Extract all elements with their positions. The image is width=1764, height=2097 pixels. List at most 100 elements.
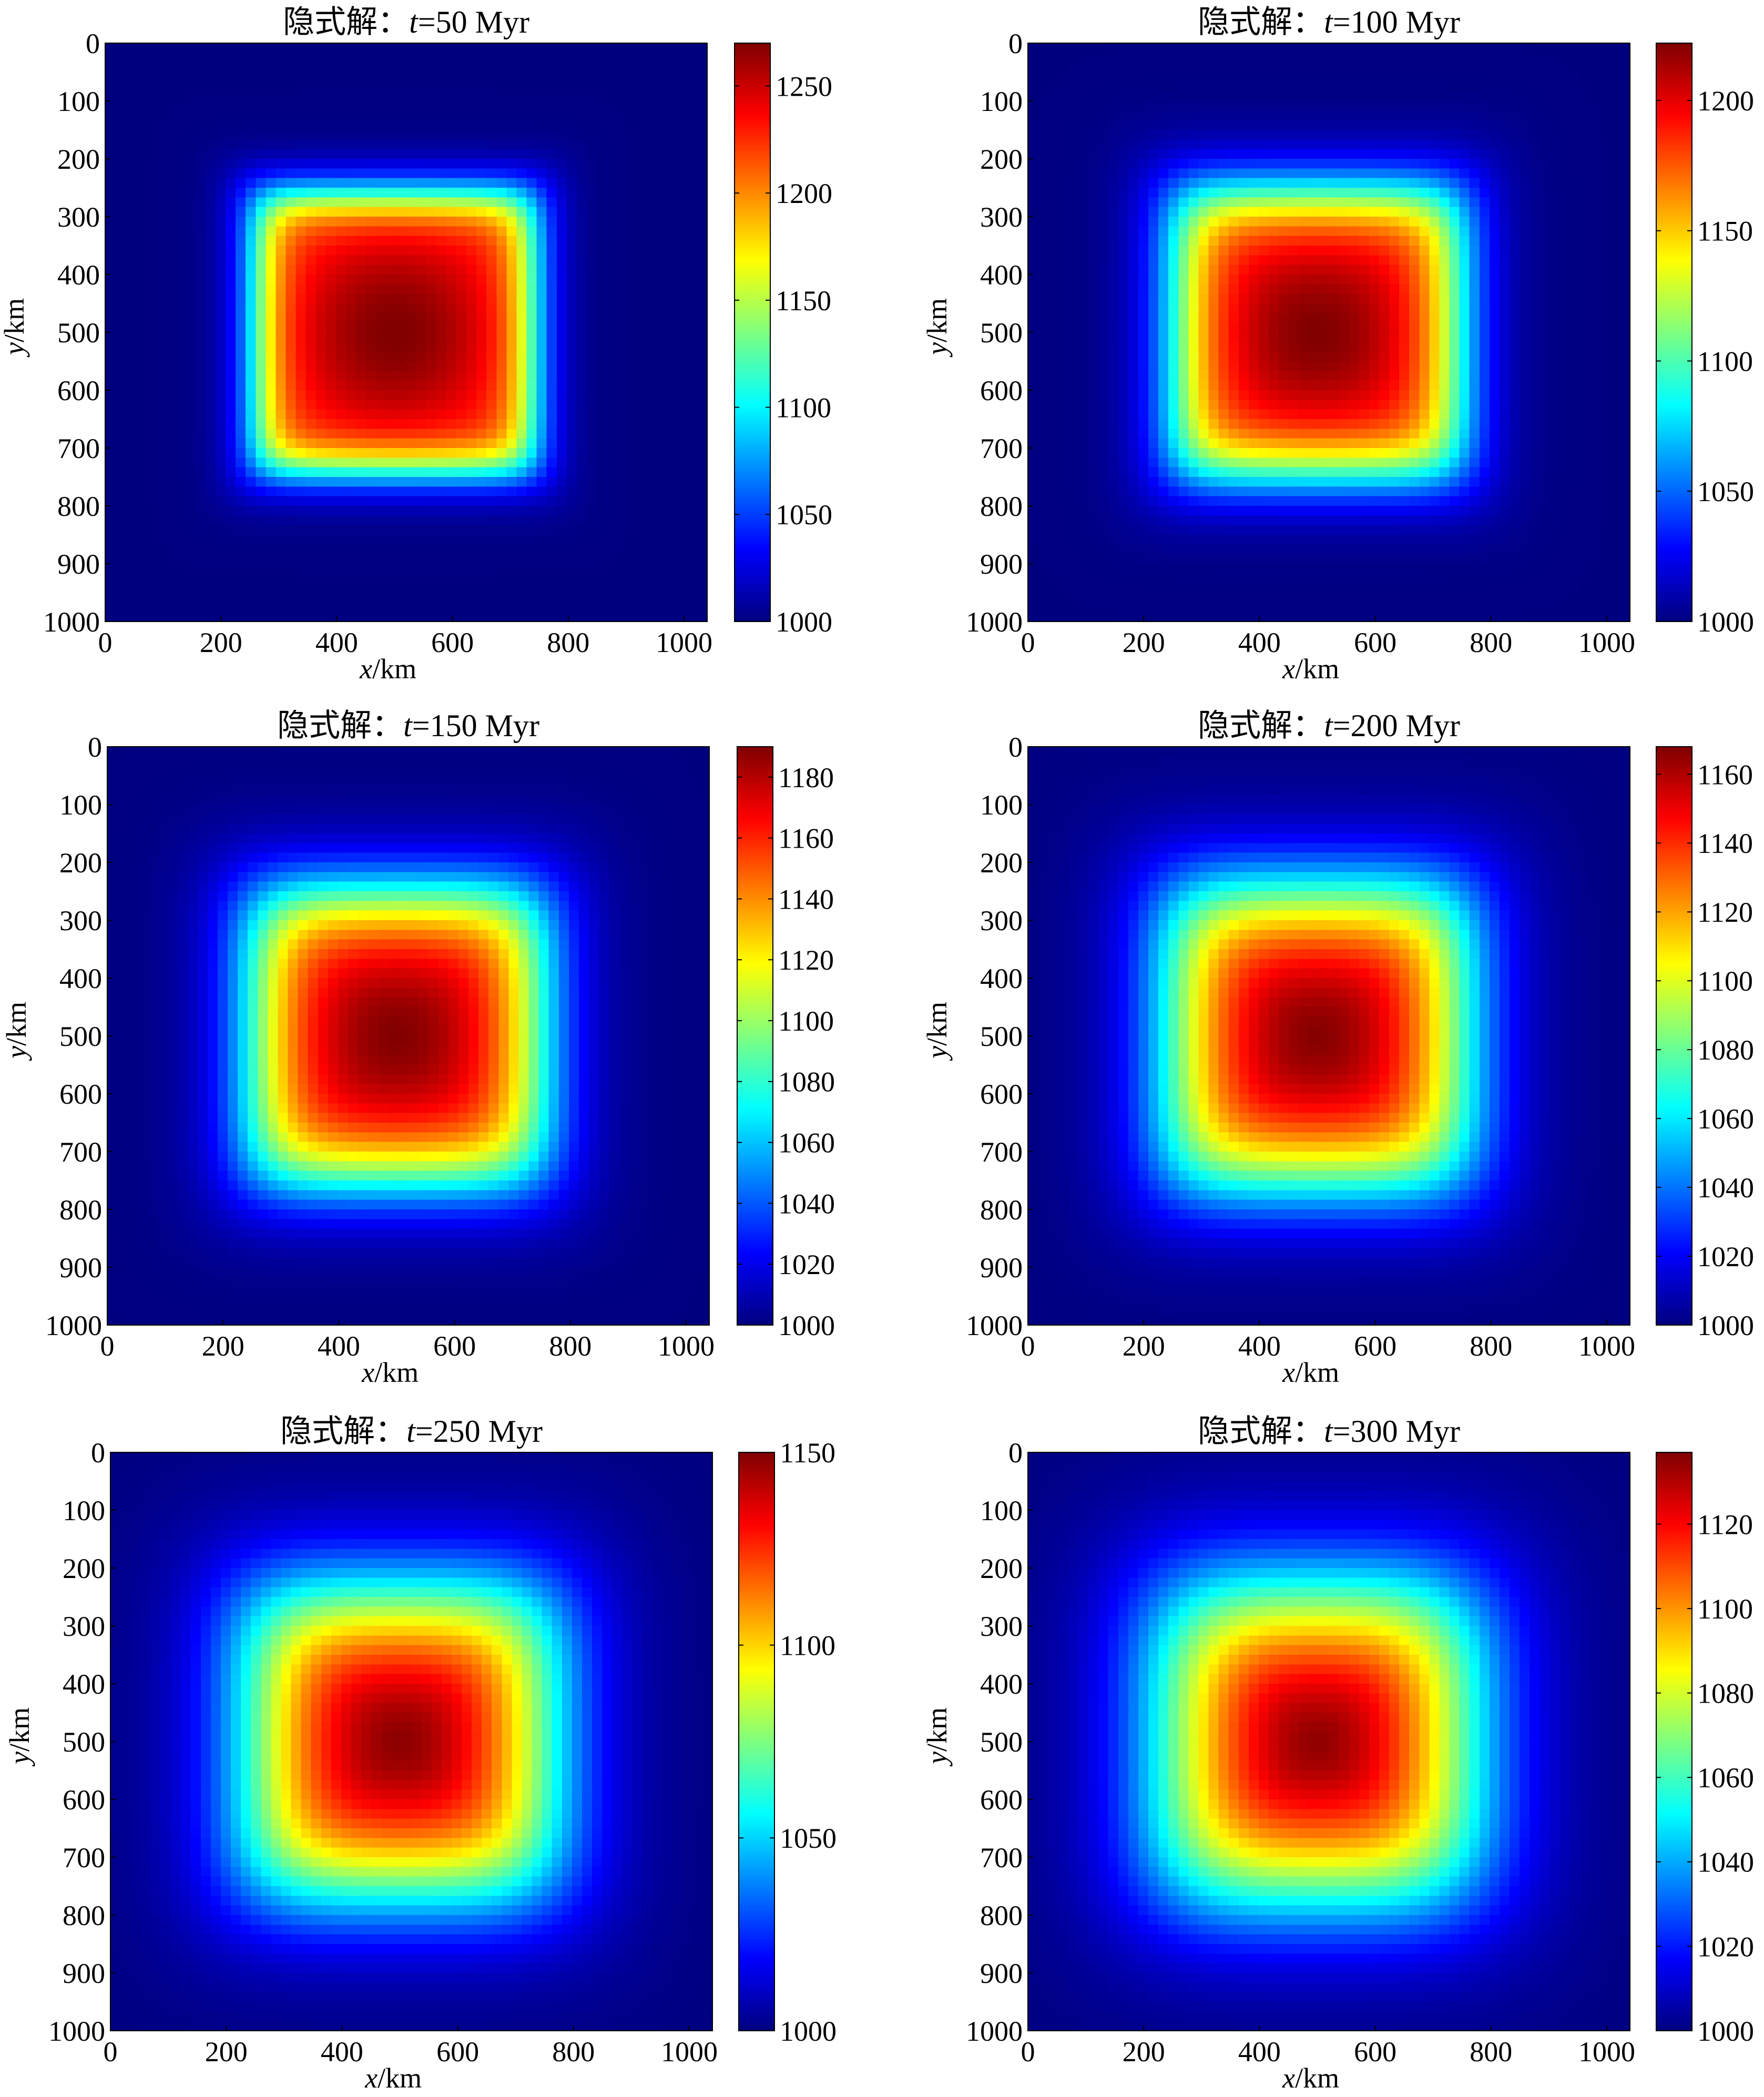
heatmap-cell — [1299, 130, 1309, 140]
heatmap-cell — [135, 381, 146, 391]
heatmap-cell — [547, 496, 557, 506]
heatmap-cell — [115, 255, 126, 265]
heatmap-cell — [506, 63, 517, 73]
heatmap-cell — [677, 419, 688, 429]
heatmap-cell — [316, 371, 327, 381]
heatmap-cell — [336, 371, 346, 381]
heatmap-cell — [115, 294, 126, 304]
heatmap-cell — [1419, 207, 1430, 217]
heatmap-cell — [366, 130, 376, 140]
heatmap-cell — [1530, 72, 1540, 82]
heatmap-cell — [627, 294, 637, 304]
heatmap-cell — [627, 564, 637, 574]
heatmap-cell — [115, 593, 126, 603]
heatmap-cell — [306, 236, 317, 246]
heatmap-cell — [1610, 207, 1620, 217]
heatmap-cell — [1319, 207, 1329, 217]
heatmap-cell — [266, 236, 276, 246]
heatmap-cell — [1138, 120, 1149, 130]
heatmap-cell — [1028, 63, 1038, 73]
heatmap-cell — [657, 477, 668, 487]
heatmap-cell — [1399, 236, 1410, 246]
heatmap-cell — [1530, 63, 1540, 73]
heatmap-cell — [416, 439, 427, 449]
heatmap-cell — [216, 554, 226, 564]
heatmap-cell — [386, 515, 396, 525]
heatmap-cell — [476, 477, 487, 487]
heatmap-cell — [557, 410, 567, 420]
heatmap-cell — [1128, 188, 1139, 198]
heatmap-cell — [396, 284, 406, 294]
heatmap-cell — [547, 457, 557, 467]
heatmap-cell — [426, 573, 437, 583]
heatmap-cell — [366, 429, 376, 439]
heatmap-cell — [256, 419, 266, 429]
heatmap-cell — [376, 419, 386, 429]
heatmap-cell — [236, 593, 246, 603]
heatmap-cell — [1549, 178, 1560, 188]
heatmap-cell — [216, 72, 226, 82]
heatmap-cell — [155, 197, 166, 207]
heatmap-cell — [1048, 53, 1058, 63]
heatmap-cell — [466, 63, 477, 73]
heatmap-cell — [406, 515, 417, 525]
heatmap-cell — [155, 381, 166, 391]
heatmap-cell — [125, 361, 136, 371]
heatmap-cell — [326, 284, 337, 294]
heatmap-cell — [466, 188, 477, 198]
heatmap-cell — [516, 400, 527, 410]
heatmap-cell — [1379, 72, 1390, 82]
heatmap-cell — [266, 448, 276, 458]
heatmap-cell — [1500, 197, 1510, 207]
heatmap-cell — [236, 265, 246, 275]
heatmap-cell — [436, 448, 447, 458]
heatmap-cell — [286, 246, 297, 256]
heatmap-cell — [296, 130, 307, 140]
heatmap-cell — [637, 226, 647, 236]
heatmap-cell — [607, 352, 617, 362]
heatmap-cell — [196, 130, 206, 140]
heatmap-cell — [196, 63, 206, 73]
heatmap-cell — [125, 53, 136, 63]
heatmap-cell — [236, 371, 246, 381]
heatmap-cell — [1198, 120, 1209, 130]
heatmap-cell — [1620, 159, 1630, 169]
heatmap-cell — [476, 515, 487, 525]
heatmap-cell — [366, 457, 376, 467]
heatmap-cell — [1198, 188, 1209, 198]
heatmap-cell — [326, 246, 337, 256]
heatmap-cell — [1118, 197, 1129, 207]
heatmap-cell — [216, 583, 226, 593]
heatmap-cell — [1098, 53, 1109, 63]
heatmap-cell — [1108, 168, 1119, 178]
heatmap-cell — [476, 139, 487, 149]
heatmap-cell — [316, 583, 327, 593]
heatmap-cell — [226, 207, 236, 217]
heatmap-cell — [1319, 188, 1329, 198]
heatmap-cell — [516, 361, 527, 371]
heatmap-cell — [206, 515, 216, 525]
heatmap-cell — [1389, 246, 1400, 256]
heatmap-cell — [446, 149, 457, 159]
heatmap-cell — [1309, 168, 1319, 178]
heatmap-cell — [476, 467, 487, 477]
heatmap-cell — [296, 602, 307, 612]
heatmap-cell — [426, 82, 437, 91]
heatmap-cell — [496, 332, 507, 342]
heatmap-cell — [476, 564, 487, 574]
heatmap-cell — [466, 419, 477, 429]
heatmap-cell — [537, 139, 547, 149]
heatmap-cell — [516, 535, 527, 545]
heatmap-cell — [456, 323, 467, 333]
heatmap-cell — [296, 554, 307, 564]
heatmap-cell — [1559, 159, 1570, 169]
heatmap-cell — [1559, 91, 1570, 101]
heatmap-cell — [446, 139, 457, 149]
heatmap-cell — [1490, 217, 1500, 227]
heatmap-cell — [436, 101, 447, 111]
heatmap-cell — [216, 255, 226, 265]
heatmap-cell — [1078, 207, 1088, 217]
heatmap-cell — [176, 274, 186, 284]
heatmap-cell — [627, 110, 637, 120]
heatmap-cell — [1309, 43, 1319, 53]
